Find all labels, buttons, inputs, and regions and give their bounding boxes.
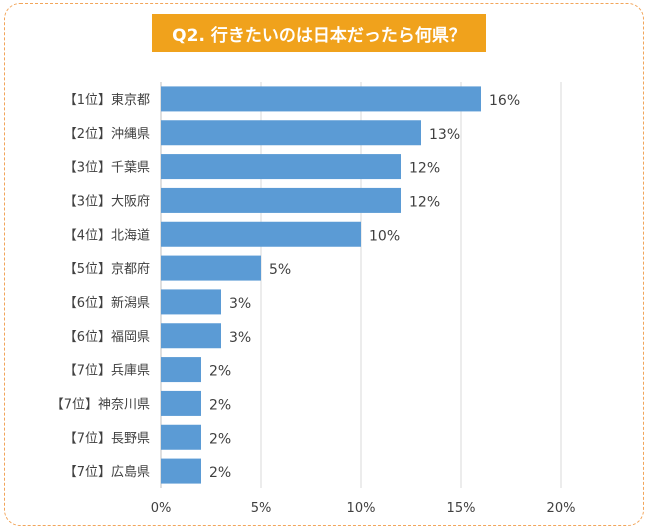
data-label: 2% — [209, 364, 231, 380]
category-label: 【7位】兵庫県 — [64, 364, 150, 379]
x-tick-label: 15% — [447, 501, 476, 516]
data-label: 13% — [429, 127, 460, 143]
data-label: 3% — [229, 296, 251, 312]
data-label: 12% — [409, 161, 440, 177]
category-label: 【2位】沖縄県 — [64, 127, 150, 142]
data-label: 2% — [209, 431, 231, 447]
category-label: 【5位】京都府 — [64, 262, 150, 277]
data-label: 10% — [369, 228, 400, 244]
bar — [161, 187, 401, 213]
category-label: 【4位】北海道 — [64, 228, 150, 243]
data-label: 12% — [409, 194, 440, 210]
bar — [161, 289, 221, 315]
data-label: 2% — [209, 397, 231, 413]
bar — [161, 390, 201, 416]
data-label: 5% — [269, 262, 291, 278]
category-label: 【7位】神奈川県 — [51, 397, 150, 412]
x-tick-label: 10% — [347, 501, 376, 516]
chart-title: Q2. 行きたいのは日本だったら何県？ — [152, 14, 486, 52]
category-label: 【3位】大阪府 — [64, 194, 150, 209]
category-label: 【7位】広島県 — [64, 465, 150, 480]
chart-frame — [4, 3, 644, 526]
data-label: 3% — [229, 330, 251, 346]
x-tick-label: 5% — [251, 501, 272, 516]
category-label: 【3位】千葉県 — [64, 161, 150, 176]
bar — [161, 120, 421, 146]
x-tick-label: 20% — [547, 501, 576, 516]
category-label: 【7位】長野県 — [64, 431, 150, 446]
bar — [161, 357, 201, 383]
bar — [161, 323, 221, 349]
data-label: 2% — [209, 465, 231, 481]
x-tick-label: 0% — [151, 501, 172, 516]
category-label: 【6位】新潟県 — [64, 295, 150, 311]
bar — [161, 458, 201, 484]
data-label: 16% — [489, 93, 520, 109]
bar — [161, 221, 361, 247]
bar — [161, 86, 481, 112]
category-label: 【6位】福岡県 — [64, 330, 150, 345]
category-label: 【1位】東京都 — [64, 92, 150, 108]
bar — [161, 154, 401, 180]
bar — [161, 255, 261, 281]
bar — [161, 424, 201, 450]
